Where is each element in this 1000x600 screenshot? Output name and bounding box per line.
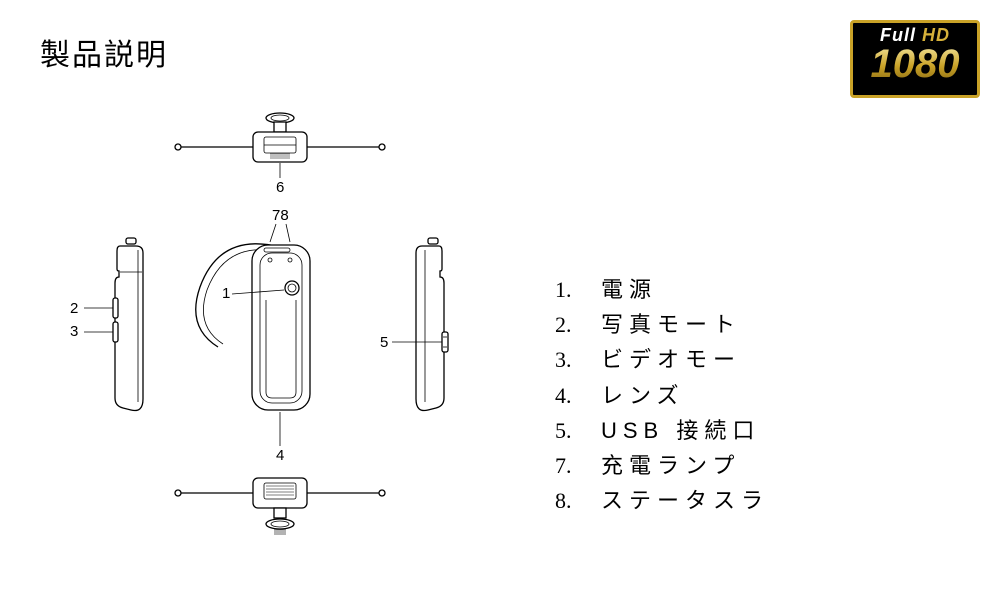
legend-label: USB 接続口 bbox=[601, 413, 760, 448]
legend-item: 8. ステータスラ bbox=[555, 483, 769, 518]
legend-label: 写真モート bbox=[601, 307, 741, 342]
legend-label: ステータスラ bbox=[601, 483, 769, 518]
callout-4: 4 bbox=[276, 447, 284, 464]
legend-label: ビデオモー bbox=[601, 342, 741, 377]
legend-label: レンズ bbox=[601, 378, 685, 413]
product-diagram: 6 78 2 3 bbox=[30, 100, 530, 570]
badge-number: 1080 bbox=[853, 44, 977, 84]
callout-3: 3 bbox=[70, 323, 78, 340]
legend-num: 4. bbox=[555, 378, 601, 413]
legend-item: 1. 電源 bbox=[555, 272, 769, 307]
legend-num: 8. bbox=[555, 483, 601, 518]
legend-item: 7. 充電ランプ bbox=[555, 448, 769, 483]
legend-item: 4. レンズ bbox=[555, 378, 769, 413]
legend-num: 3. bbox=[555, 342, 601, 377]
legend-label: 電源 bbox=[601, 272, 657, 307]
page-title: 製品説明 bbox=[40, 30, 168, 74]
callout-5: 5 bbox=[380, 334, 388, 351]
left-side-view bbox=[113, 238, 143, 411]
top-view bbox=[175, 113, 385, 162]
legend-item: 2. 写真モート bbox=[555, 307, 769, 342]
callout-1: 1 bbox=[222, 285, 230, 302]
bottom-view bbox=[175, 478, 385, 534]
front-view bbox=[196, 244, 310, 410]
legend-num: 2. bbox=[555, 307, 601, 342]
fullhd-badge: Full HD 1080 bbox=[850, 20, 980, 98]
callout-78: 78 bbox=[272, 207, 289, 224]
legend-num: 7. bbox=[555, 448, 601, 483]
callout-6: 6 bbox=[276, 179, 284, 196]
right-side-view bbox=[416, 238, 448, 411]
legend-item: 5. USB 接続口 bbox=[555, 413, 769, 448]
legend-label: 充電ランプ bbox=[601, 448, 740, 483]
callout-2: 2 bbox=[70, 300, 78, 317]
legend-list: 1. 電源 2. 写真モート 3. ビデオモー 4. レンズ 5. USB 接続… bbox=[555, 272, 769, 518]
legend-item: 3. ビデオモー bbox=[555, 342, 769, 377]
legend-num: 1. bbox=[555, 272, 601, 307]
legend-num: 5. bbox=[555, 413, 601, 448]
